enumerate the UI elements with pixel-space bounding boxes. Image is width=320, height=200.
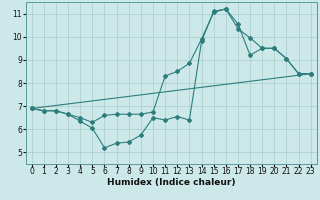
X-axis label: Humidex (Indice chaleur): Humidex (Indice chaleur)	[107, 178, 236, 187]
